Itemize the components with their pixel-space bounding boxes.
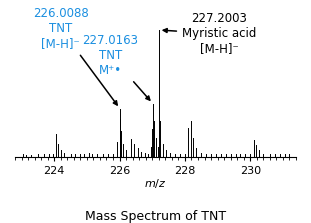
Text: 227.0163
TNT
M⁺•: 227.0163 TNT M⁺• [82, 34, 150, 100]
Text: Mass Spectrum of TNT: Mass Spectrum of TNT [85, 210, 226, 223]
Text: 226.0088
TNT
[M-H]⁻: 226.0088 TNT [M-H]⁻ [33, 7, 117, 105]
X-axis label: $m/z$: $m/z$ [144, 177, 167, 190]
Text: 227.2003
Myristic acid
[M-H]⁻: 227.2003 Myristic acid [M-H]⁻ [163, 12, 256, 55]
